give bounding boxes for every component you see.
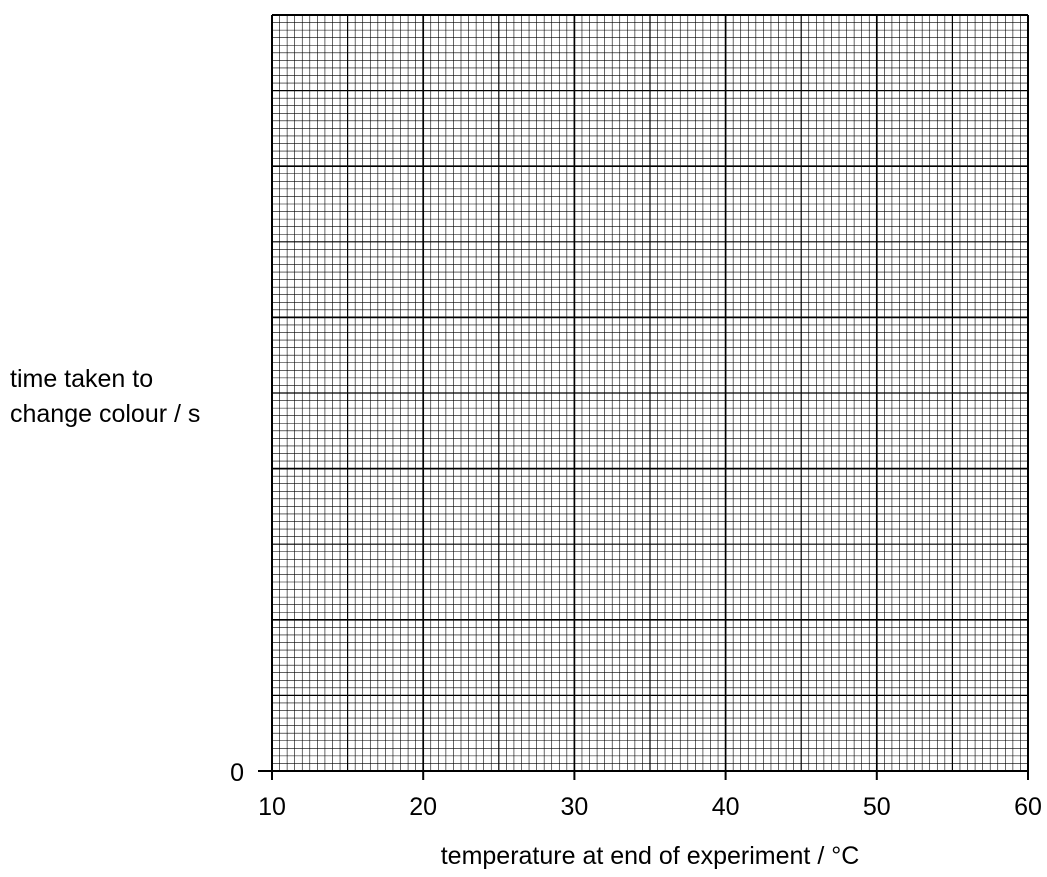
x-axis-label: temperature at end of experiment / °C	[441, 842, 860, 870]
x-tick-label-50: 50	[863, 793, 891, 821]
x-tick-label-30: 30	[560, 793, 588, 821]
x-tick-label-10: 10	[258, 793, 286, 821]
y-axis-label-line-1: time taken to	[10, 365, 153, 393]
tick-marks	[258, 770, 1029, 780]
x-tick-label-40: 40	[712, 793, 740, 821]
grid	[271, 14, 1029, 772]
y-tick-label-0: 0	[230, 759, 244, 787]
x-tick-label-60: 60	[1014, 793, 1042, 821]
y-axis-label-line-2: change colour / s	[10, 400, 200, 428]
x-tick-label-20: 20	[409, 793, 437, 821]
